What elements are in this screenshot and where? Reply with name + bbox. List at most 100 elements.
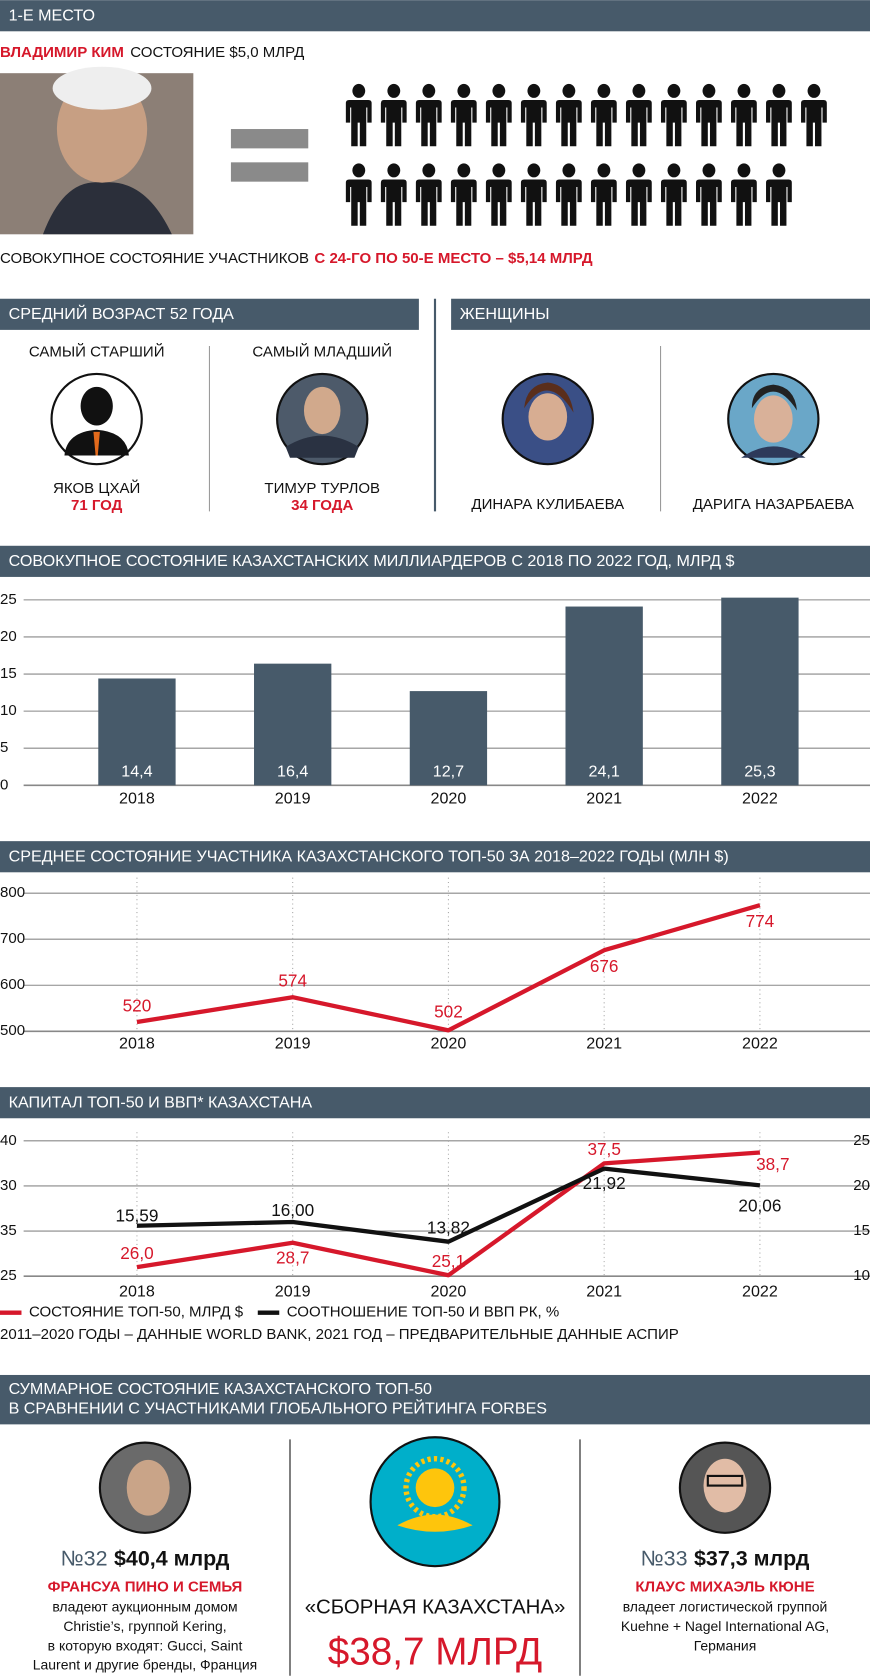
legend-label: СОСТОЯНИЕ ТОП-50, МЛРД $ xyxy=(29,1304,244,1321)
chart-note: 2011–2020 ГОДЫ – ДАННЫЕ WORLD BANK, 2021… xyxy=(0,1326,679,1343)
leader-wealth: СОСТОЯНИЕ $5,0 МЛРД xyxy=(130,44,304,61)
avatar-face xyxy=(754,395,793,443)
person-name: ДАРИГА НАЗАРБАЕВА xyxy=(693,496,854,513)
rank: №32 xyxy=(61,1546,108,1570)
value-label: 13,82 xyxy=(427,1217,470,1237)
x-tick-label: 2020 xyxy=(431,790,467,808)
person-name: ДИНАРА КУЛИБАЕВА xyxy=(471,496,624,513)
value-label: 24,1 xyxy=(588,763,619,781)
person-icon xyxy=(590,163,617,226)
value-label: 676 xyxy=(590,956,619,976)
silhouette xyxy=(64,386,129,456)
header-bar xyxy=(0,1374,870,1425)
x-tick-label: 2021 xyxy=(586,1034,622,1052)
avatar-glasses xyxy=(706,1474,744,1487)
value-label: 37,5 xyxy=(587,1139,620,1159)
leader-line: ВЛАДИМИР КИМ СОСТОЯНИЕ $5,0 МЛРД xyxy=(0,44,304,61)
x-tick-label: 2018 xyxy=(119,1283,155,1301)
rank-line: №33 $37,3 млрд xyxy=(641,1546,810,1570)
person-icon xyxy=(520,83,547,147)
person-icon xyxy=(450,83,477,147)
line xyxy=(136,903,761,1033)
x-tick-label: 2022 xyxy=(742,1034,778,1052)
header-bar xyxy=(451,298,870,330)
value-label: 16,4 xyxy=(277,763,308,781)
value-label: 520 xyxy=(123,996,152,1016)
bar xyxy=(409,691,488,786)
person-icon xyxy=(731,163,757,226)
person-icon xyxy=(625,163,652,226)
x-tick-label: 2018 xyxy=(119,790,155,808)
avatar-suit xyxy=(741,446,806,458)
header-bar xyxy=(0,298,419,330)
avatar-hair xyxy=(751,384,797,411)
y-tick-label: 10 xyxy=(0,702,17,719)
person-icon xyxy=(450,163,477,226)
photo-suit xyxy=(42,182,172,235)
x-tick-label: 2022 xyxy=(742,1283,778,1301)
value-label: 38,7 xyxy=(756,1154,789,1174)
bar xyxy=(254,663,332,786)
person-icon xyxy=(345,83,372,147)
label: САМЫЙ МЛАДШИЙ xyxy=(252,342,392,360)
person-icon xyxy=(801,83,827,147)
person-icon xyxy=(660,163,687,226)
person-icon xyxy=(590,83,617,147)
x-tick-label: 2021 xyxy=(586,1283,622,1301)
y-tick-label: 800 xyxy=(0,884,25,901)
flag-sun xyxy=(415,1468,455,1508)
description: Германия xyxy=(694,1637,757,1653)
wealth: $37,3 млрд xyxy=(694,1546,810,1570)
label: САМЫЙ СТАРШИЙ xyxy=(29,342,165,360)
chart-title: КАПИТАЛ ТОП-50 И ВВП* КАЗАХСТАНА xyxy=(9,1093,313,1111)
person-icon xyxy=(485,83,512,147)
x-tick-label: 2020 xyxy=(431,1034,467,1052)
avatar-face xyxy=(528,393,568,441)
x-tick-label: 2022 xyxy=(742,790,778,808)
header-bar xyxy=(0,0,870,32)
rank-line: №32 $40,4 млрд xyxy=(61,1546,230,1570)
value-label: 574 xyxy=(278,971,307,991)
value-label: 28,7 xyxy=(276,1247,309,1267)
person-icon xyxy=(415,83,442,147)
x-tick-label: 2020 xyxy=(431,1283,467,1301)
value-label: 21,92 xyxy=(583,1173,626,1193)
avatar-face xyxy=(303,386,341,435)
x-tick-label: 2018 xyxy=(119,1034,155,1052)
chart-title: СОВОКУПНОЕ СОСТОЯНИЕ КАЗАХСТАНСКИХ МИЛЛИ… xyxy=(9,552,735,570)
y-tick-label: 600 xyxy=(0,976,25,993)
person-icon xyxy=(731,83,757,147)
value-label: 15,59 xyxy=(115,1206,158,1226)
person-age: 34 ГОДА xyxy=(291,497,353,514)
y-tick-label: 20 xyxy=(0,628,17,645)
caption: СОВОКУПНОЕ СОСТОЯНИЕ УЧАСТНИКОВ С 24-ГО П… xyxy=(0,250,593,267)
x-tick-label: 2019 xyxy=(275,1283,311,1301)
y2-tick-label: 25 xyxy=(853,1132,870,1149)
description: в которую входят: Gucci, Saint xyxy=(48,1637,243,1653)
section-header: 1-Е МЕСТО xyxy=(9,7,95,25)
x-tick-label: 2019 xyxy=(275,790,311,808)
header-bar xyxy=(0,1087,870,1119)
person-icon xyxy=(625,83,652,147)
person-icon xyxy=(766,83,792,147)
caption-text: СОВОКУПНОЕ СОСТОЯНИЕ УЧАСТНИКОВ xyxy=(0,250,309,267)
y-tick-label: 35 xyxy=(0,1222,17,1239)
section-header: ЖЕНЩИНЫ xyxy=(460,305,550,323)
wealth: $40,4 млрд xyxy=(114,1546,230,1570)
y-tick-label: 25 xyxy=(0,1267,17,1284)
person-name: ТИМУР ТУРЛОВ xyxy=(264,480,380,497)
avatar-hair xyxy=(524,382,574,413)
y-tick-label: 500 xyxy=(0,1022,25,1039)
person-icon xyxy=(520,163,547,226)
bar xyxy=(565,606,643,786)
value-label: 25,3 xyxy=(744,763,775,781)
y-tick-label: 25 xyxy=(0,591,17,608)
y2-tick-label: 20 xyxy=(853,1177,870,1194)
person-icon xyxy=(380,83,407,147)
photo-hair xyxy=(52,66,152,110)
person-name: ФРАНСУА ПИНО И СЕМЬЯ xyxy=(48,1579,243,1596)
person-icon xyxy=(696,163,722,226)
bar xyxy=(721,597,799,786)
